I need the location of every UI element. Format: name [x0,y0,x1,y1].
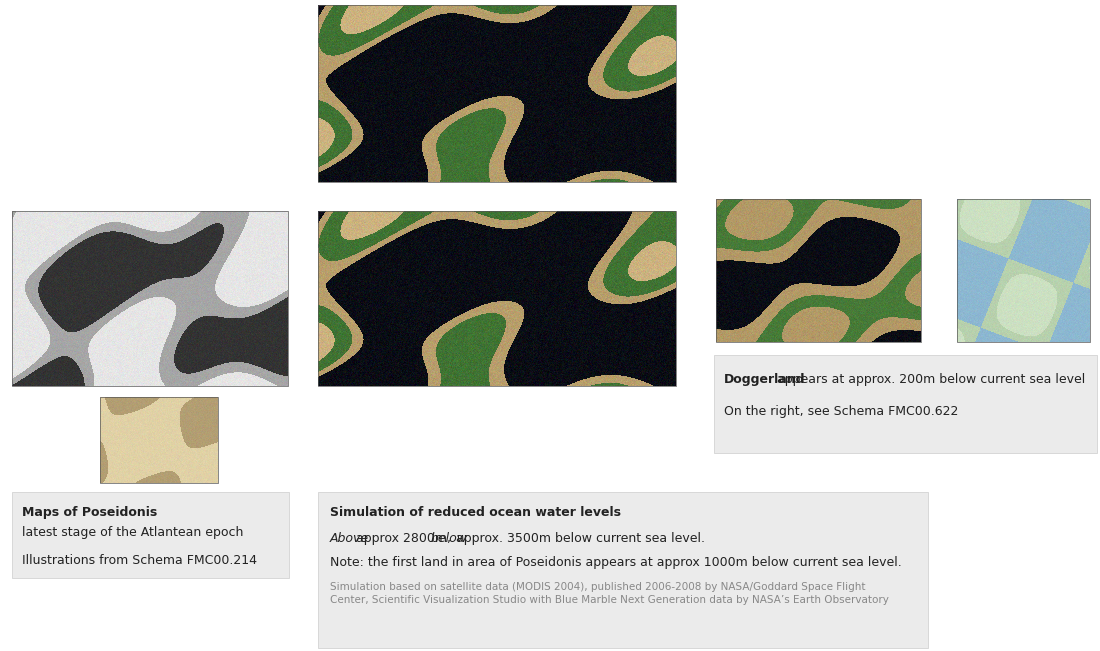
Text: latest stage of the Atlantean epoch: latest stage of the Atlantean epoch [22,526,243,539]
Bar [716,199,921,342]
Text: Simulation of reduced ocean water levels: Simulation of reduced ocean water levels [330,506,622,519]
Text: approx. 3500m below current sea level.: approx. 3500m below current sea level. [452,532,705,545]
Bar [318,5,676,182]
Text: Doggerland: Doggerland [724,373,805,386]
Text: Illustrations from Schema FMC00.214: Illustrations from Schema FMC00.214 [22,554,257,567]
Bar [957,199,1090,342]
Bar [714,355,1097,453]
Bar [318,492,928,648]
Text: Maps of Poseidonis: Maps of Poseidonis [22,506,157,519]
Bar [12,492,289,578]
Text: On the right, see Schema FMC00.622: On the right, see Schema FMC00.622 [724,405,958,418]
Bar [100,397,218,483]
Text: Simulation based on satellite data (MODIS 2004), published 2006-2008 by NASA/God: Simulation based on satellite data (MODI… [330,582,889,605]
Text: approx 2800m,: approx 2800m, [352,532,455,545]
Text: Note: the first land in area of Poseidonis appears at approx 1000m below current: Note: the first land in area of Poseidon… [330,556,902,569]
Bar [12,211,288,386]
Text: below: below [430,532,468,545]
Bar [318,211,676,386]
Text: appears at approx. 200m below current sea level: appears at approx. 200m below current se… [773,373,1086,386]
Text: Above: Above [330,532,370,545]
